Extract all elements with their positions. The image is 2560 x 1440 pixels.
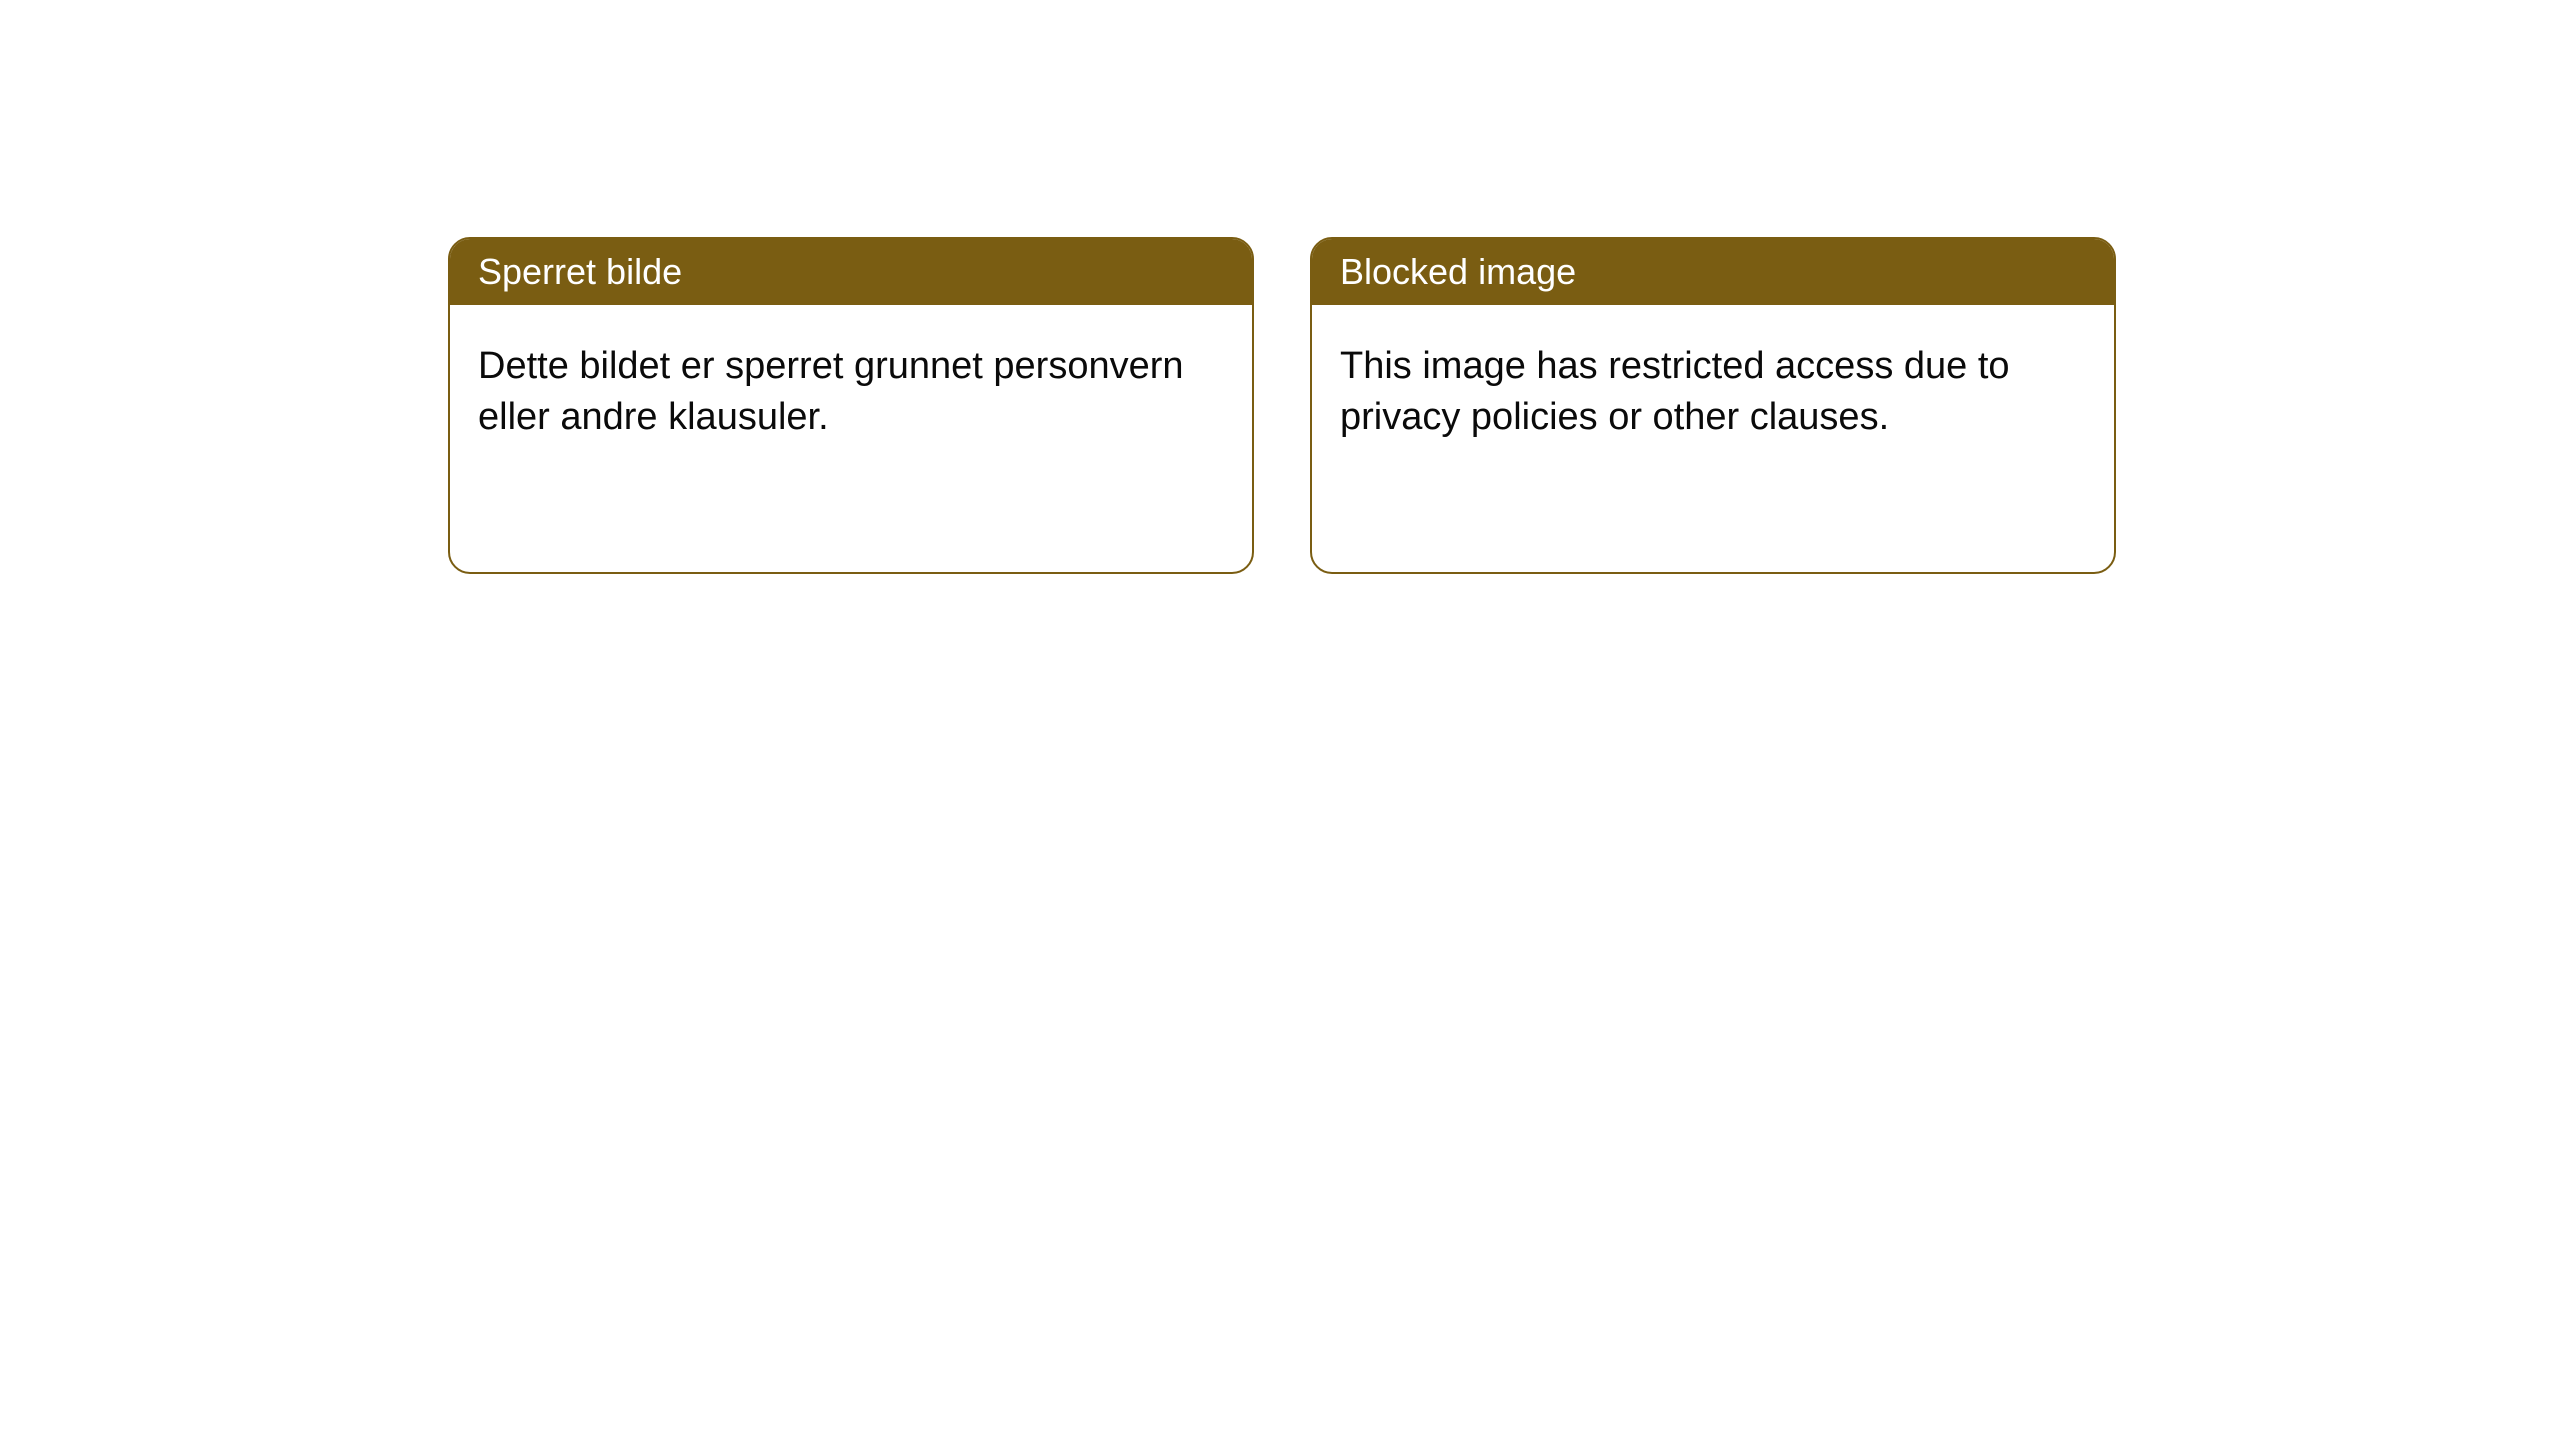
card-body-en: This image has restricted access due to … bbox=[1312, 305, 2114, 480]
card-title-en: Blocked image bbox=[1312, 239, 2114, 305]
blocked-image-card-en: Blocked image This image has restricted … bbox=[1310, 237, 2116, 574]
card-title-no: Sperret bilde bbox=[450, 239, 1252, 305]
blocked-image-notices: Sperret bilde Dette bildet er sperret gr… bbox=[448, 237, 2116, 574]
card-body-no: Dette bildet er sperret grunnet personve… bbox=[450, 305, 1252, 480]
blocked-image-card-no: Sperret bilde Dette bildet er sperret gr… bbox=[448, 237, 1254, 574]
